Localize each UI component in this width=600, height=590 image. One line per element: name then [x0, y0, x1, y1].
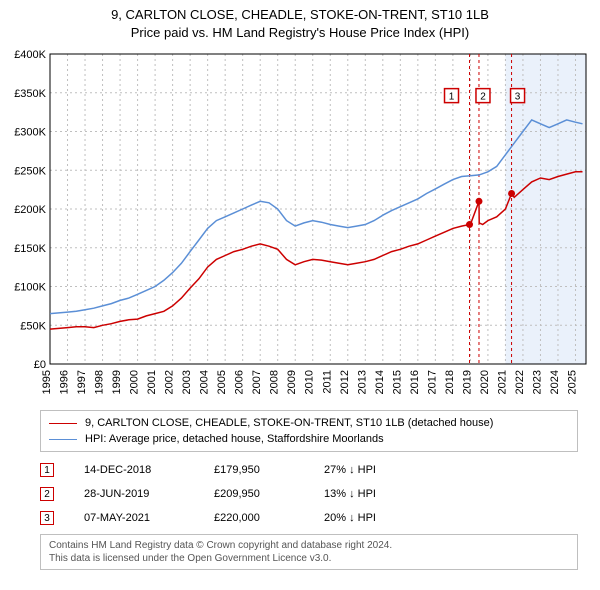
svg-text:£250K: £250K: [14, 166, 46, 178]
sale-marker-icon: 3: [40, 511, 54, 525]
legend-label: HPI: Average price, detached house, Staf…: [85, 433, 384, 445]
legend-row: 9, CARLTON CLOSE, CHEADLE, STOKE-ON-TREN…: [49, 415, 569, 431]
svg-text:£0: £0: [34, 359, 46, 371]
line-chart-svg: £0 £50K £100K £150K £200K £250K £300K £350K £400…: [6, 44, 594, 404]
svg-text:2006: 2006: [234, 370, 246, 394]
svg-text:£150K: £150K: [14, 243, 46, 255]
svg-text:2010: 2010: [304, 370, 316, 394]
sale-row: 1 14-DEC-2018 £179,950 27% ↓ HPI: [40, 458, 590, 482]
svg-text:2016: 2016: [409, 370, 421, 394]
svg-text:2018: 2018: [444, 370, 456, 394]
chart-area: £0 £50K £100K £150K £200K £250K £300K £350K £400…: [6, 44, 594, 404]
svg-text:2023: 2023: [531, 370, 543, 394]
legend-swatch: [49, 439, 77, 440]
svg-text:2012: 2012: [339, 370, 351, 394]
page: 9, CARLTON CLOSE, CHEADLE, STOKE-ON-TREN…: [0, 0, 600, 570]
svg-text:2008: 2008: [269, 370, 281, 394]
svg-text:2009: 2009: [286, 370, 298, 394]
sale-date: 28-JUN-2019: [84, 488, 184, 500]
sale-marker-icon: 2: [40, 487, 54, 501]
sale-hpi-delta: 27% ↓ HPI: [324, 464, 424, 476]
chart-title-block: 9, CARLTON CLOSE, CHEADLE, STOKE-ON-TREN…: [0, 0, 600, 44]
title-line-2: Price paid vs. HM Land Registry's House …: [0, 24, 600, 42]
sale-row: 2 28-JUN-2019 £209,950 13% ↓ HPI: [40, 482, 590, 506]
sales-table: 1 14-DEC-2018 £179,950 27% ↓ HPI 2 28-JUN-201…: [40, 458, 590, 530]
svg-text:1996: 1996: [59, 370, 71, 394]
sale-date: 07-MAY-2021: [84, 512, 184, 524]
svg-text:3: 3: [515, 92, 521, 103]
svg-text:2005: 2005: [216, 370, 228, 394]
svg-text:2017: 2017: [426, 370, 438, 394]
attribution-line-2: This data is licensed under the Open Gov…: [49, 552, 569, 565]
sale-hpi-delta: 13% ↓ HPI: [324, 488, 424, 500]
sale-price: £220,000: [214, 512, 294, 524]
svg-text:2022: 2022: [514, 370, 526, 394]
svg-text:£50K: £50K: [20, 321, 46, 333]
svg-text:2021: 2021: [496, 370, 508, 394]
svg-text:2: 2: [480, 92, 486, 103]
sale-marker-icon: 1: [40, 463, 54, 477]
attribution-box: Contains HM Land Registry data © Crown c…: [40, 534, 578, 570]
svg-text:2004: 2004: [199, 370, 211, 394]
svg-text:1995: 1995: [41, 370, 53, 394]
svg-text:2020: 2020: [479, 370, 491, 394]
svg-text:£200K: £200K: [14, 204, 46, 216]
svg-text:1999: 1999: [111, 370, 123, 394]
svg-text:1997: 1997: [76, 370, 88, 394]
svg-text:2015: 2015: [391, 370, 403, 394]
svg-text:£100K: £100K: [14, 282, 46, 294]
svg-text:2011: 2011: [321, 370, 333, 394]
svg-text:2002: 2002: [164, 370, 176, 394]
legend-row: HPI: Average price, detached house, Staf…: [49, 431, 569, 447]
svg-text:2014: 2014: [374, 370, 386, 394]
sale-date: 14-DEC-2018: [84, 464, 184, 476]
svg-text:2019: 2019: [461, 370, 473, 394]
svg-text:2025: 2025: [566, 370, 578, 394]
svg-text:2000: 2000: [129, 370, 141, 394]
svg-text:1: 1: [449, 92, 455, 103]
sale-price: £209,950: [214, 488, 294, 500]
legend-swatch: [49, 423, 77, 424]
legend-box: 9, CARLTON CLOSE, CHEADLE, STOKE-ON-TREN…: [40, 410, 578, 452]
svg-text:£400K: £400K: [14, 49, 46, 61]
svg-text:2013: 2013: [356, 370, 368, 394]
title-line-1: 9, CARLTON CLOSE, CHEADLE, STOKE-ON-TREN…: [0, 6, 600, 24]
svg-text:1998: 1998: [94, 370, 106, 394]
sale-row: 3 07-MAY-2021 £220,000 20% ↓ HPI: [40, 506, 590, 530]
sale-price: £179,950: [214, 464, 294, 476]
attribution-line-1: Contains HM Land Registry data © Crown c…: [49, 539, 569, 552]
svg-text:2001: 2001: [146, 370, 158, 394]
svg-text:£350K: £350K: [14, 88, 46, 100]
svg-text:2007: 2007: [251, 370, 263, 394]
svg-text:2003: 2003: [181, 370, 193, 394]
svg-text:2024: 2024: [549, 370, 561, 394]
sale-hpi-delta: 20% ↓ HPI: [324, 512, 424, 524]
legend-label: 9, CARLTON CLOSE, CHEADLE, STOKE-ON-TREN…: [85, 417, 493, 429]
svg-text:£300K: £300K: [14, 127, 46, 139]
